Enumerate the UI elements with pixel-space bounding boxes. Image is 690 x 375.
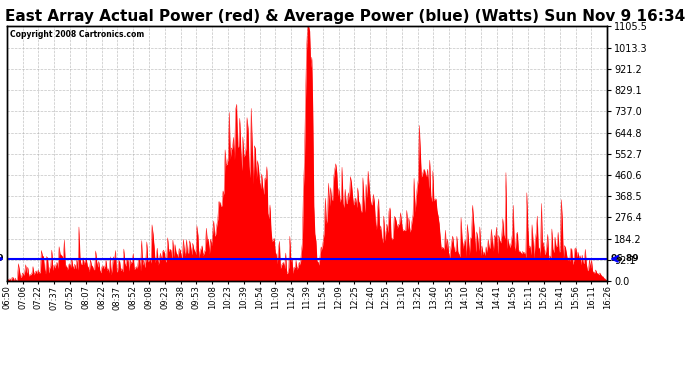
Text: 96.89: 96.89 <box>610 254 639 263</box>
Text: 96.89: 96.89 <box>0 254 4 263</box>
Text: East Array Actual Power (red) & Average Power (blue) (Watts) Sun Nov 9 16:34: East Array Actual Power (red) & Average … <box>5 9 685 24</box>
Text: Copyright 2008 Cartronics.com: Copyright 2008 Cartronics.com <box>10 30 144 39</box>
